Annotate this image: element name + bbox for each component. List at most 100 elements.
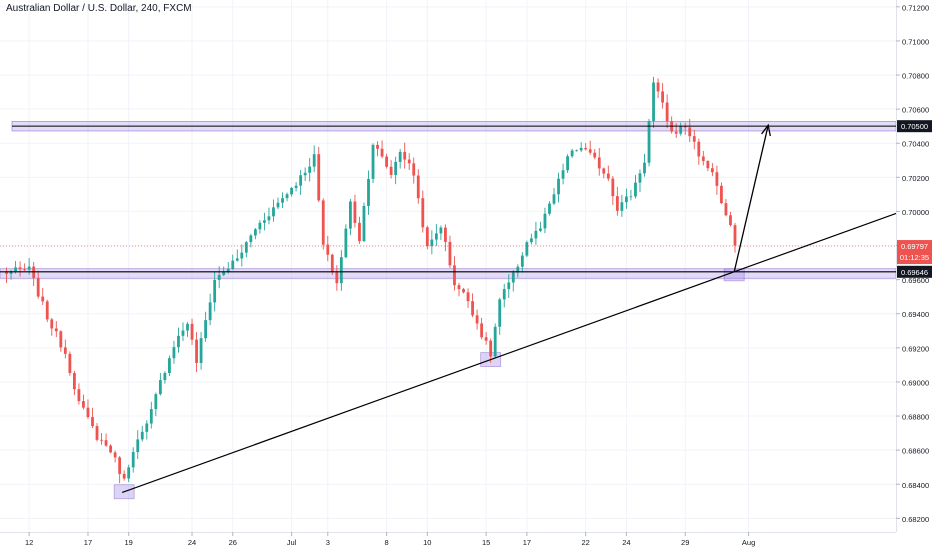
candle-up — [647, 121, 651, 163]
candle-down — [23, 269, 27, 271]
candle-down — [584, 147, 588, 150]
candle-up — [579, 147, 583, 151]
candle-up — [511, 272, 515, 283]
current-price-label: 0.69797 — [901, 242, 928, 251]
candle-up — [131, 452, 135, 468]
candle-down — [18, 267, 22, 270]
candle-down — [358, 222, 361, 242]
candle-down — [385, 156, 389, 167]
candle-up — [263, 220, 266, 223]
candle-down — [421, 198, 425, 228]
candle-down — [475, 315, 479, 324]
projection-arrow-head — [761, 123, 771, 137]
current-price-badge-bg — [897, 240, 932, 265]
candle-up — [493, 326, 497, 357]
candle-down — [593, 152, 597, 158]
candle-up — [199, 338, 203, 363]
candle-down — [457, 285, 461, 290]
candle-up — [394, 161, 398, 175]
candle-down — [59, 331, 63, 348]
candle-up — [502, 289, 506, 300]
candle-down — [416, 175, 420, 199]
price-tick-label: 0.69400 — [902, 310, 929, 319]
time-tick-label: 12 — [25, 538, 33, 547]
time-tick-label: 3 — [326, 538, 330, 547]
candle-up — [557, 178, 560, 195]
candle-up — [439, 227, 443, 234]
candle-down — [453, 265, 456, 286]
candle-down — [412, 163, 416, 176]
time-tick-label: 19 — [125, 538, 133, 547]
countdown-label: 01:12:35 — [900, 253, 929, 262]
candle-up — [281, 198, 284, 203]
candle-down — [729, 215, 732, 226]
time-tick-label: Jul — [287, 538, 297, 547]
candle-up — [625, 196, 628, 203]
candle-up — [507, 282, 511, 290]
candle-down — [480, 323, 484, 338]
candle-up — [231, 260, 235, 269]
price-tick-label: 0.70200 — [902, 174, 929, 183]
candle-up — [294, 185, 298, 188]
candle-up — [253, 229, 257, 236]
price-tick-label: 0.69200 — [902, 344, 929, 353]
candle-up — [308, 166, 312, 173]
candle-up — [638, 173, 642, 183]
candle-down — [484, 337, 488, 341]
candle-down — [353, 201, 357, 223]
price-tick-label: 0.70600 — [902, 106, 929, 115]
candle-up — [652, 82, 655, 122]
candle-down — [118, 457, 122, 474]
price-tick-label: 0.68800 — [902, 413, 929, 422]
candle-down — [466, 292, 470, 302]
candle-up — [27, 266, 31, 270]
candle-down — [471, 301, 474, 316]
price-tick-label: 0.69000 — [902, 378, 929, 387]
candle-up — [217, 274, 221, 280]
candle-up — [643, 162, 646, 174]
drawings — [0, 123, 897, 494]
candle-up — [348, 201, 352, 229]
candle-down — [489, 340, 493, 357]
candle-up — [430, 239, 434, 247]
time-tick-label: 22 — [582, 538, 590, 547]
candle-down — [95, 426, 99, 440]
support-zone — [0, 268, 897, 279]
candle-down — [326, 244, 330, 255]
price-tick-label: 0.70800 — [902, 72, 929, 81]
time-tick-label: 26 — [229, 538, 237, 547]
candle-up — [398, 151, 402, 162]
candle-down — [72, 373, 76, 390]
candle-up — [539, 228, 542, 231]
candle-down — [321, 200, 325, 245]
candle-up — [362, 205, 366, 242]
candle-up — [371, 144, 375, 179]
candle-down — [36, 278, 40, 297]
candle-up — [235, 258, 239, 261]
candle-up — [168, 358, 171, 374]
time-tick-label: 15 — [482, 538, 490, 547]
price-tick-label: 0.71000 — [902, 37, 929, 46]
candle-down — [68, 353, 72, 374]
time-tick-label: 24 — [188, 538, 196, 547]
candle-down — [376, 144, 379, 149]
candle-up — [552, 194, 556, 204]
candle-up — [548, 203, 551, 214]
candle-down — [109, 445, 112, 453]
time-tick-label: 10 — [423, 538, 431, 547]
candle-down — [724, 203, 728, 216]
candle-up — [240, 252, 244, 259]
price-tick-label: 0.70400 — [902, 140, 929, 149]
candle-up — [312, 154, 316, 167]
candle-down — [448, 241, 452, 266]
candle-up — [344, 228, 348, 258]
candle-up — [272, 207, 275, 217]
candle-up — [570, 150, 574, 157]
candle-up — [213, 279, 217, 303]
candle-up — [9, 271, 13, 274]
resistance-price-label: 0.70500 — [901, 122, 928, 131]
candle-down — [425, 227, 429, 247]
candle-down — [77, 389, 81, 402]
